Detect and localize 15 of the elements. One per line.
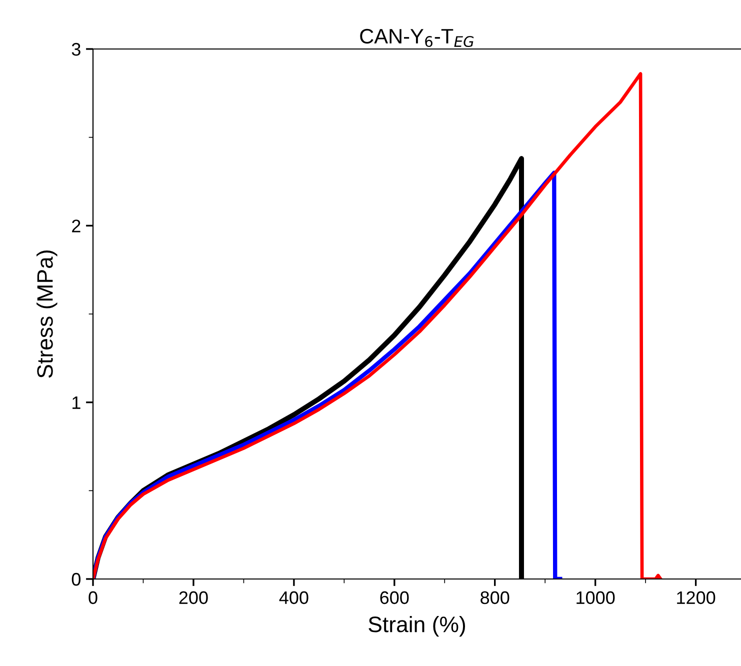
line-series [93, 72, 662, 579]
y-tick-label: 0 [72, 572, 80, 586]
x-tick-label: 200 [179, 591, 208, 604]
y-tick-label: 2 [72, 220, 80, 232]
x-tick-label: 600 [380, 591, 409, 604]
y-tick-label: 3 [72, 42, 80, 56]
x-tick-label: 800 [480, 591, 510, 604]
x-tick-label: 400 [279, 591, 308, 604]
chart-title: CAN-Y$_{6}$-T$_{EG}$ [360, 28, 474, 48]
x-tick-label: 0 [88, 591, 98, 604]
y-tick-label: 1 [72, 396, 80, 409]
x-tick-label: 1000 [576, 591, 615, 604]
x-axis-title: Strain (%) [368, 616, 466, 637]
x-tick-label: 1200 [677, 591, 716, 604]
y-axis-title: Stress (MPa) [36, 250, 58, 378]
